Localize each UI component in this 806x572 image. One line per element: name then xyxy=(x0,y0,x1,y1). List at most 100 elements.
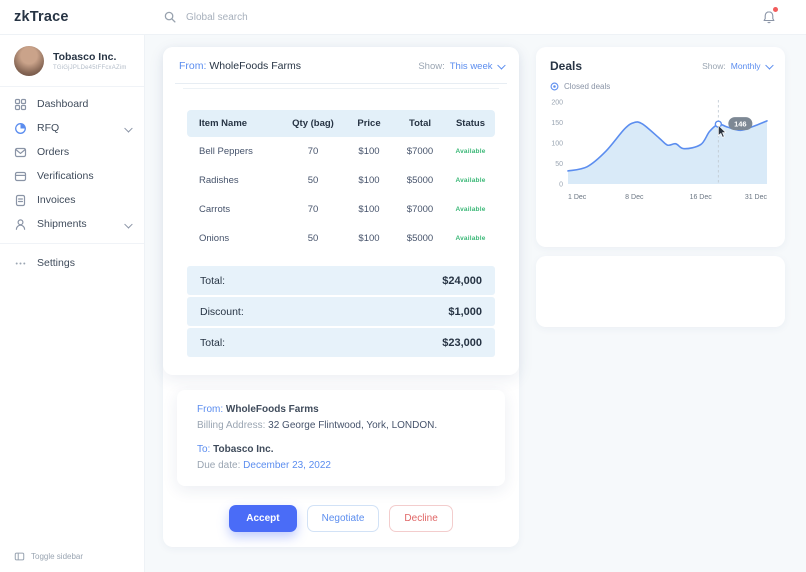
sidebar-item-dashboard[interactable]: Dashboard xyxy=(0,92,144,116)
svg-text:146: 146 xyxy=(734,120,747,129)
divider xyxy=(175,83,507,84)
due-date-label: Due date: xyxy=(197,460,241,471)
sidebar-menu: Dashboard RFQ Orders Verifications Invoi… xyxy=(0,87,144,275)
cell-total: $5000 xyxy=(406,233,434,244)
column-header: Total xyxy=(409,118,431,129)
from-value: WholeFoods Farms xyxy=(209,60,301,72)
empty-card xyxy=(536,256,785,327)
legend-dot-icon xyxy=(550,82,559,91)
cell-price: $100 xyxy=(358,233,380,244)
closed-deals-legend: Closed deals xyxy=(550,82,771,91)
quote-from: From: WholeFoods Farms xyxy=(179,60,301,72)
summary-value: $24,000 xyxy=(442,274,482,287)
cell-status: Available xyxy=(455,235,486,242)
deals-show-selector[interactable]: Show: Monthly xyxy=(702,61,773,71)
document-icon xyxy=(14,194,27,207)
user-profile[interactable]: Tobasco Inc. TGiGjJPLDe45tFFcxAZim xyxy=(0,34,144,86)
avatar xyxy=(14,46,44,76)
svg-text:0: 0 xyxy=(559,181,563,188)
cell-total: $5000 xyxy=(406,175,434,186)
cell-status: Available xyxy=(455,148,486,155)
person-icon xyxy=(14,218,27,231)
chevron-down-icon xyxy=(497,61,505,70)
cell-item: Radishes xyxy=(199,175,239,186)
notification-dot xyxy=(773,7,778,12)
svg-text:16 Dec: 16 Dec xyxy=(690,194,713,201)
from-label: From: xyxy=(179,60,207,72)
cell-status: Available xyxy=(455,206,486,213)
negotiate-button[interactable]: Negotiate xyxy=(306,505,380,532)
sidebar-item-label: Dashboard xyxy=(37,98,89,110)
svg-text:100: 100 xyxy=(551,140,563,147)
summary-row: Discount: $1,000 xyxy=(187,297,495,326)
column-header: Price xyxy=(357,118,381,129)
sidebar-item-rfq[interactable]: RFQ xyxy=(0,116,144,140)
quote-container: From: WholeFoods Farms Show: This week I… xyxy=(163,47,519,547)
sidebar-item-label: Shipments xyxy=(37,218,87,230)
table-row: Onions 50 $100 $5000 Available xyxy=(187,224,495,253)
sidebar-item-orders[interactable]: Orders xyxy=(0,140,144,164)
app-logo: zkTrace xyxy=(14,9,69,25)
invoice-details-card: From: WholeFoods Farms Billing Address: … xyxy=(177,390,505,486)
quote-show-selector[interactable]: Show: This week xyxy=(418,60,505,72)
legend-label: Closed deals xyxy=(564,82,611,91)
search-input[interactable] xyxy=(184,10,408,24)
summary-label: Total: xyxy=(200,274,226,287)
svg-text:150: 150 xyxy=(551,120,563,127)
to-value: Tobasco Inc. xyxy=(213,444,274,455)
cell-qty: 50 xyxy=(307,175,319,186)
from-label: From: xyxy=(197,404,224,415)
sidebar-toggle-icon xyxy=(14,551,25,562)
sidebar-item-label: RFQ xyxy=(37,122,60,134)
ellipsis-icon xyxy=(14,257,27,270)
cell-price: $100 xyxy=(358,204,380,215)
show-value: Monthly xyxy=(730,61,761,71)
decline-button[interactable]: Decline xyxy=(389,505,453,532)
details-due-line: Due date: December 23, 2022 xyxy=(197,458,485,474)
cell-qty: 70 xyxy=(307,204,319,215)
notifications-button[interactable] xyxy=(762,7,778,24)
topbar: zkTrace xyxy=(0,0,806,35)
svg-text:50: 50 xyxy=(555,161,563,168)
accept-button[interactable]: Accept xyxy=(229,505,297,532)
sidebar-item-verifications[interactable]: Verifications xyxy=(0,164,144,188)
summary-label: Total: xyxy=(200,336,226,349)
details-billing-line: Billing Address: 32 George Flintwood, Yo… xyxy=(197,418,485,434)
table-row: Carrots 70 $100 $7000 Available xyxy=(187,195,495,224)
column-header: Item Name xyxy=(199,118,248,129)
sidebar-item-invoices[interactable]: Invoices xyxy=(0,188,144,212)
cell-item: Carrots xyxy=(199,204,231,215)
card-icon xyxy=(14,170,27,183)
cell-item: Onions xyxy=(199,233,230,244)
deals-chart[interactable]: 0 50 100 150 200 1 Dec 8 Dec 16 Dec 31 Dec 146 xyxy=(550,96,771,208)
items-table: Item Name Qty (bag) Price Total Status B… xyxy=(187,110,495,253)
svg-text:31 Dec: 31 Dec xyxy=(745,194,768,201)
cell-qty: 50 xyxy=(307,233,319,244)
summary-row: Total: $23,000 xyxy=(187,328,495,357)
deals-title: Deals xyxy=(550,59,583,73)
toggle-sidebar-button[interactable]: Toggle sidebar xyxy=(14,551,83,562)
summary-label: Discount: xyxy=(200,305,244,318)
summary-row: Total: $24,000 xyxy=(187,266,495,295)
sidebar-item-shipments[interactable]: Shipments xyxy=(0,212,144,236)
cell-status: Available xyxy=(455,177,486,184)
quote-card: From: WholeFoods Farms Show: This week I… xyxy=(163,47,519,375)
details-from-line: From: WholeFoods Farms xyxy=(197,402,485,418)
chevron-down-icon xyxy=(124,122,132,134)
cell-total: $7000 xyxy=(406,146,434,157)
sidebar: Tobasco Inc. TGiGjJPLDe45tFFcxAZim Dashb… xyxy=(0,34,145,572)
show-value: This week xyxy=(449,60,493,72)
sidebar-item-label: Invoices xyxy=(37,194,76,206)
profile-id: TGiGjJPLDe45tFFcxAZim xyxy=(53,65,127,71)
global-search[interactable] xyxy=(145,10,762,24)
sidebar-item-label: Verifications xyxy=(37,170,94,182)
svg-text:200: 200 xyxy=(551,99,563,106)
cell-total: $7000 xyxy=(406,204,434,215)
sidebar-item-settings[interactable]: Settings xyxy=(0,251,144,275)
table-header: Item Name Qty (bag) Price Total Status xyxy=(187,110,495,137)
billing-value: 32 George Flintwood, York, LONDON. xyxy=(268,420,438,431)
quote-table-body: Bell Peppers 70 $100 $7000 Available Radishes… xyxy=(187,137,495,253)
svg-text:1 Dec: 1 Dec xyxy=(568,194,587,201)
chevron-down-icon xyxy=(124,218,132,230)
column-header: Qty (bag) xyxy=(292,118,334,129)
